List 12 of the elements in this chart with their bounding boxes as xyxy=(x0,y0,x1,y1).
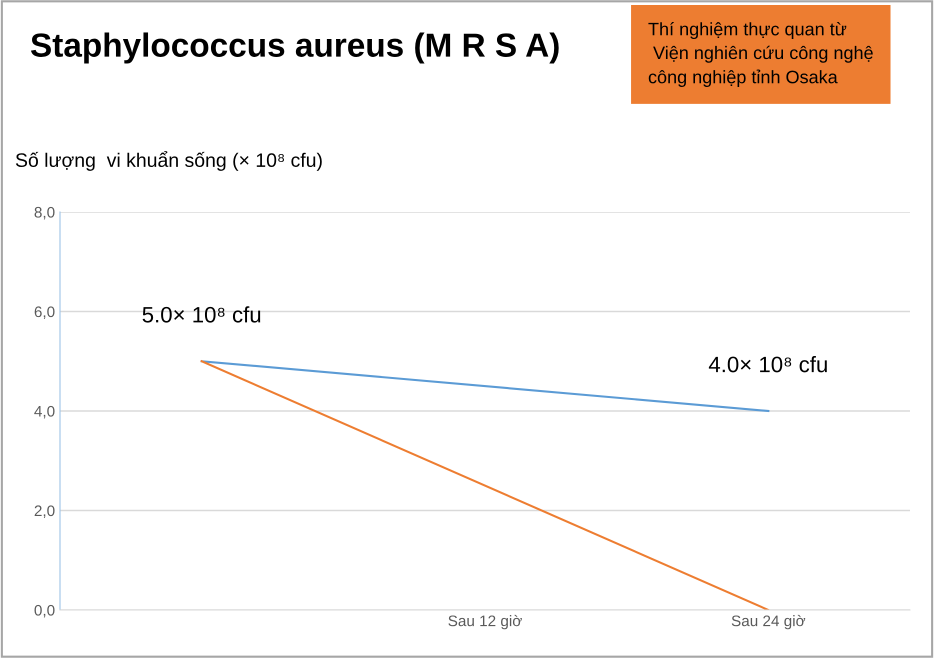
annotation: 4.0× 10⁸ cfu xyxy=(708,356,827,372)
y-tick-label: 0,0 xyxy=(34,604,55,618)
chart-title: Staphylococcus aureus (M R S A) xyxy=(30,32,559,64)
y-axis-title: Số lượng vi khuẩn sống (× 10⁸ cfu) xyxy=(16,151,322,171)
y-tick-label: 8,0 xyxy=(34,206,55,220)
y-tick-label: 2,0 xyxy=(34,505,55,518)
x-tick-label: Sau 24 giờ xyxy=(732,614,806,630)
text: Thí nghiệm thực quan từ Viện nghiên cứu công nghệ công nghiệp tỉnh Osaka xyxy=(648,22,873,87)
y-tick-label: 6,0 xyxy=(34,306,55,319)
x-tick-label: Sau 12 giờ xyxy=(448,614,522,630)
y-tick-label: 4,0 xyxy=(34,406,55,418)
annotation: 5.0× 10⁸ cfu xyxy=(142,306,260,323)
